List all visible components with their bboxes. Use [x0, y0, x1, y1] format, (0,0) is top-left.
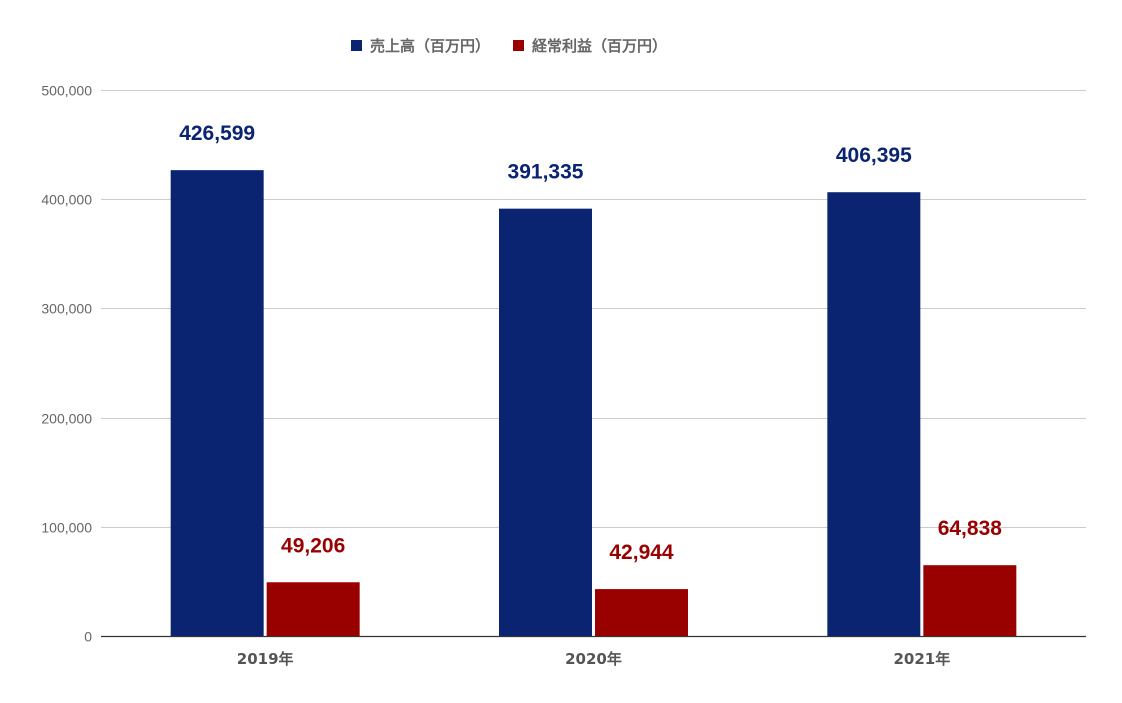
grid — [101, 90, 1086, 638]
data-label: 406,395 — [836, 144, 912, 167]
data-label: 64,838 — [938, 517, 1003, 540]
y-tick-label: 300,000 — [41, 301, 92, 317]
y-tick-label: 400,000 — [41, 192, 92, 208]
legend: 売上高（百万円） 経常利益（百万円） — [351, 37, 667, 55]
y-axis-ticks: 0 100,000 200,000 300,000 400,000 500,000 — [41, 83, 92, 645]
legend-label: 売上高（百万円） — [370, 37, 490, 55]
data-labels: 426,599 49,206 391,335 42,944 406,395 64,838 — [179, 122, 1002, 564]
legend-swatch — [351, 40, 362, 51]
y-tick-label: 500,000 — [41, 83, 92, 99]
bar-series1-2 — [923, 565, 1017, 636]
bar-series0-0 — [170, 170, 264, 637]
bar-series1-0 — [266, 582, 360, 636]
y-tick-label: 100,000 — [41, 520, 92, 536]
x-tick-label: 2021年 — [893, 650, 950, 668]
y-tick-label: 200,000 — [41, 411, 92, 427]
bars — [170, 170, 1017, 637]
x-tick-label: 2019年 — [237, 650, 294, 668]
data-label: 42,944 — [609, 541, 674, 564]
bar-series0-1 — [499, 208, 592, 637]
x-tick-label: 2020年 — [565, 650, 622, 668]
y-tick-label: 0 — [84, 629, 92, 645]
bar-series0-2 — [827, 192, 921, 636]
x-axis-labels: 2019年 2020年 2021年 — [237, 650, 950, 668]
data-label: 426,599 — [179, 122, 255, 145]
legend-label: 経常利益（百万円） — [532, 37, 667, 55]
bar-series1-1 — [595, 589, 688, 636]
data-label: 391,335 — [508, 161, 584, 184]
data-label: 49,206 — [281, 534, 345, 557]
legend-swatch — [513, 40, 524, 51]
